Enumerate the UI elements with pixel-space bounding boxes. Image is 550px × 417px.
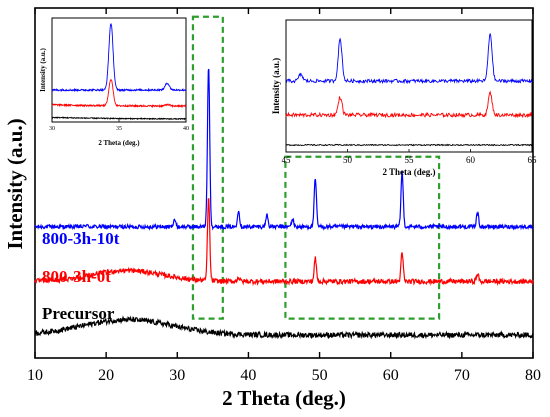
x-tick-label: 40 xyxy=(240,367,256,384)
y-axis-title: Intensity (a.u.) xyxy=(3,118,27,249)
x-axis-ticks: 10 20 30 40 50 60 70 80 xyxy=(27,8,541,384)
inset-x-tick-label: 40 xyxy=(183,126,189,132)
x-tick-label: 10 xyxy=(27,367,43,384)
inset-right-x-title: 2 Theta (deg.) xyxy=(382,167,435,177)
inset-series-line-3 xyxy=(51,116,187,121)
inset-left-series xyxy=(51,22,187,121)
inset-x-tick-label: 45 xyxy=(282,155,292,165)
inset-left-x-title: 2 Theta (deg.) xyxy=(98,139,140,147)
x-axis-title: 2 Theta (deg.) xyxy=(222,386,346,410)
series-label-3: Precursor xyxy=(42,304,115,323)
x-tick-label: 50 xyxy=(312,367,328,384)
inset-series-line-3 xyxy=(285,143,533,147)
series-lines xyxy=(34,68,534,340)
inset-x-tick-label: 35 xyxy=(116,126,122,132)
x-tick-label: 30 xyxy=(169,367,185,384)
inset-x-tick-label: 50 xyxy=(343,155,353,165)
highlight-box-2 xyxy=(284,155,441,320)
series-labels: 800-3h-10t 800-3h-0t Precursor xyxy=(42,229,120,323)
inset-x-tick-label: 60 xyxy=(466,155,476,165)
series-line-1 xyxy=(34,68,534,231)
x-tick-label: 60 xyxy=(383,367,399,384)
inset-chart-left: 30 35 40 2 Theta (deg.) Intensity (a.u.) xyxy=(39,17,189,147)
main-plot-area: 10 20 30 40 50 60 70 80 800-3h-10t 800-3h-0t Prec… xyxy=(3,7,541,410)
inset-x-tick-label: 65 xyxy=(528,155,538,165)
inset-series-line-1 xyxy=(285,33,533,85)
x-tick-label: 70 xyxy=(454,367,470,384)
series-label-2: 800-3h-0t xyxy=(42,267,111,286)
series-line-2 xyxy=(34,198,534,287)
highlight-box-1 xyxy=(191,15,224,320)
inset-right-y-title: Intensity (a.u.) xyxy=(271,58,281,114)
inset-x-tick-label: 55 xyxy=(405,155,415,165)
inset-series-line-2 xyxy=(285,90,533,119)
plot-frame xyxy=(34,7,534,359)
inset-left-y-title: Intensity (a.u.) xyxy=(39,47,47,91)
inset-left-frame xyxy=(51,17,187,123)
inset-series-line-2 xyxy=(51,78,187,109)
inset-x-tick-label: 30 xyxy=(49,126,55,132)
x-tick-label: 80 xyxy=(525,367,541,384)
x-tick-label: 20 xyxy=(98,367,114,384)
inset-right-ticks: 45 50 55 60 65 xyxy=(282,149,538,165)
inset-chart-right: 45 50 55 60 65 2 Theta (deg.) Intensity (a.u… xyxy=(271,19,538,177)
inset-right-frame xyxy=(285,19,533,153)
highlight-boxes xyxy=(191,15,441,320)
inset-series-line-1 xyxy=(51,22,187,93)
series-line-3 xyxy=(34,315,534,340)
inset-right-series xyxy=(285,33,533,147)
series-label-1: 800-3h-10t xyxy=(42,229,120,248)
inset-left-ticks: 30 35 40 xyxy=(49,119,189,132)
